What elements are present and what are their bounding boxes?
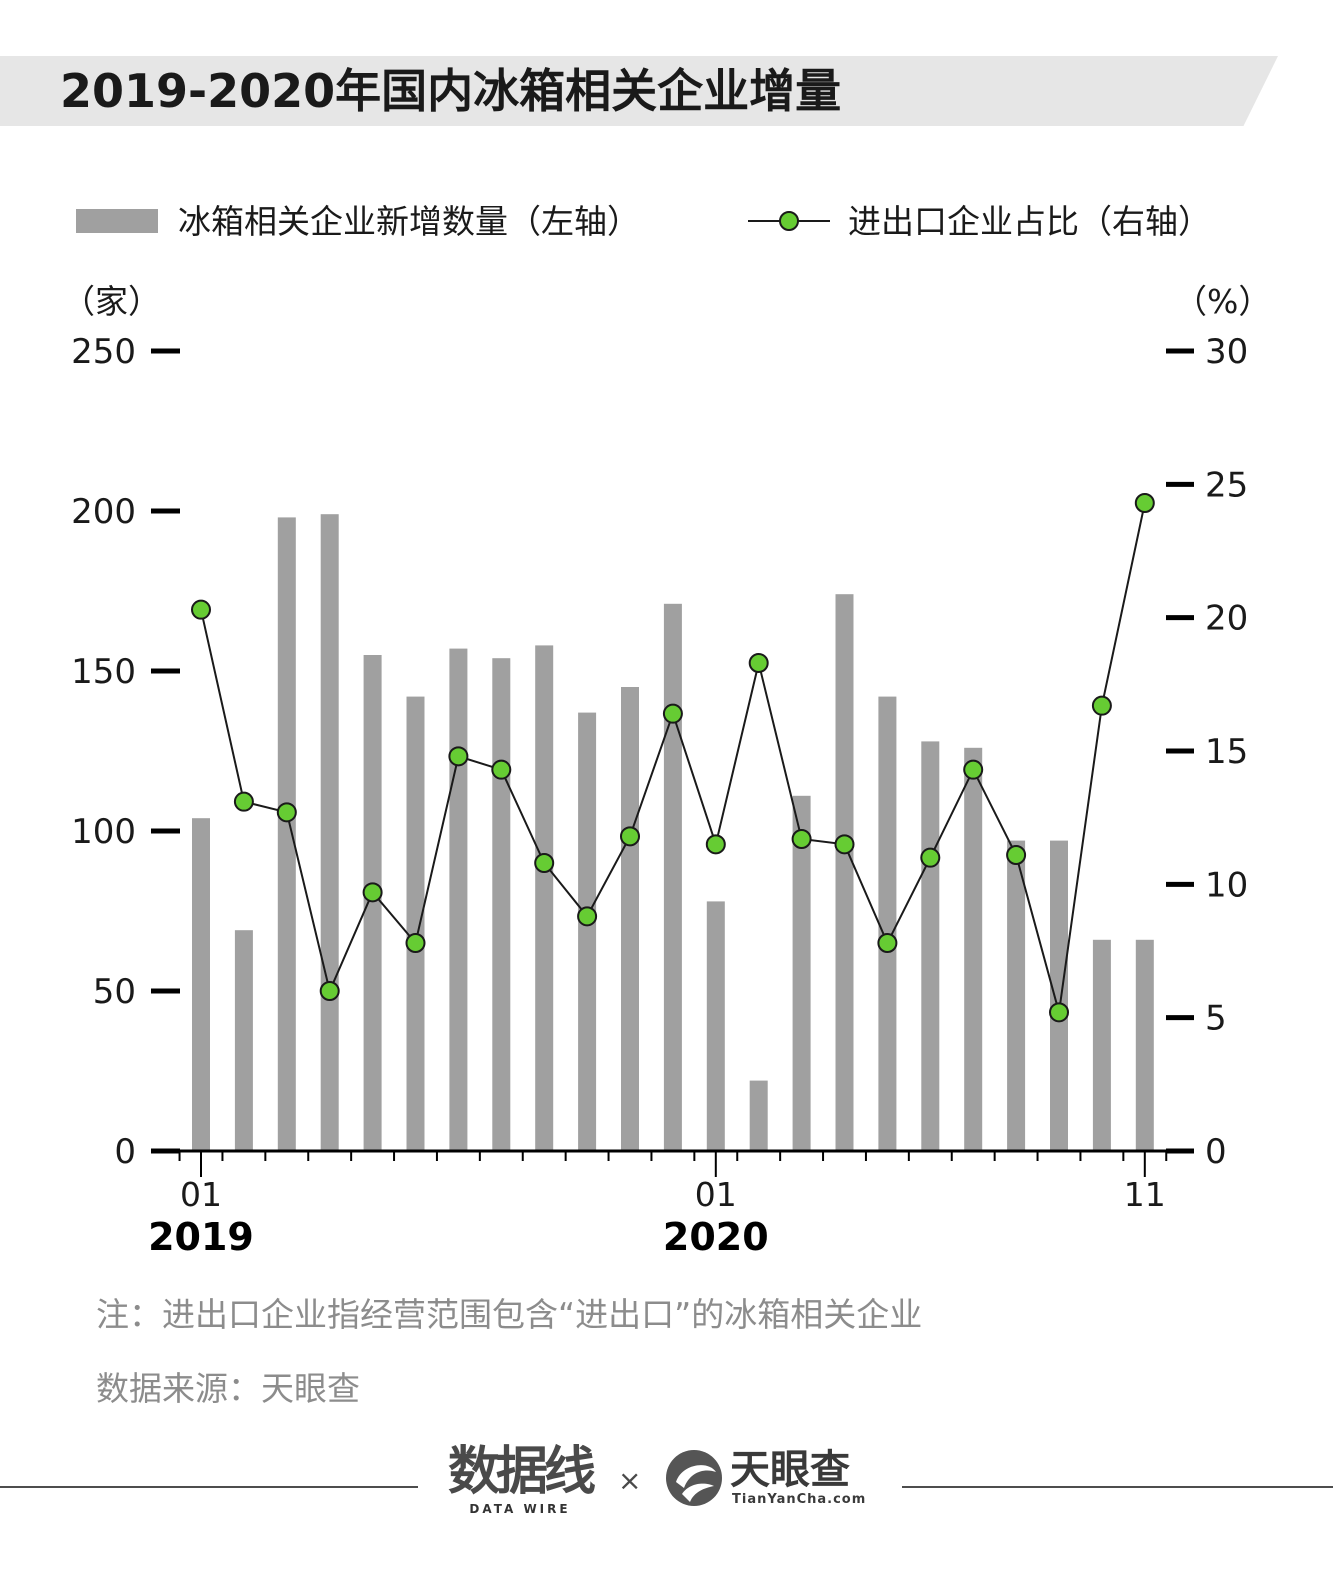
left-tick-label: 0 (114, 1132, 136, 1172)
datawire-logo: 数据线 DATA WIRE (445, 1442, 596, 1532)
bar (492, 658, 511, 1151)
line-point (577, 906, 598, 927)
line-point (191, 599, 211, 620)
chart: 冰箱相关企业新增数量（左轴） 进出口企业占比（右轴） （家） （%） 05010… (62, 202, 1271, 1259)
bar (749, 1080, 768, 1151)
footer-rule-left (0, 1486, 418, 1488)
line-point (491, 759, 512, 780)
right-tick-label: 20 (1205, 599, 1248, 639)
data-source: 数据来源：天眼查 (96, 1369, 360, 1408)
line-point (319, 981, 340, 1001)
line-point (1134, 493, 1155, 513)
tianyancha-name: 天眼查 (730, 1447, 850, 1493)
legend-line-label: 进出口企业占比（右轴） (848, 202, 1211, 241)
line-point (405, 933, 426, 953)
left-axis-unit: （家） (62, 282, 161, 321)
right-tick-label: 25 (1205, 465, 1248, 505)
right-axis: 0 5 10 15 20 25 30 (1166, 332, 1248, 1172)
bar (835, 594, 854, 1151)
line-point (877, 933, 898, 953)
bar (535, 645, 554, 1151)
footer-rule-right (902, 1486, 1333, 1488)
right-tick-label: 5 (1205, 999, 1227, 1039)
line-point (1049, 1002, 1069, 1023)
left-tick-label: 100 (71, 812, 136, 852)
bar (406, 696, 425, 1151)
left-tick-label: 150 (71, 652, 136, 692)
line-point (834, 834, 855, 855)
legend-bar-swatch (76, 209, 158, 233)
bar (363, 655, 382, 1151)
chart-title: 2019-2020年国内冰箱相关企业增量 (60, 64, 842, 118)
x-tick-year: 2019 (148, 1215, 254, 1259)
datawire-logo-sub: DATA WIRE (469, 1502, 571, 1516)
line-point (662, 703, 683, 724)
footnote: 注：进出口企业指经营范围包含“进出口”的冰箱相关企业 (96, 1295, 923, 1334)
line-point (748, 653, 769, 673)
bar (1007, 840, 1026, 1151)
brand-separator: × (618, 1464, 642, 1497)
line-point (448, 746, 469, 767)
bar (320, 514, 339, 1151)
right-axis-unit: （%） (1174, 282, 1271, 321)
line-point (233, 791, 254, 812)
line-point (620, 826, 640, 847)
line-series (191, 493, 1155, 1023)
line-point (963, 759, 984, 780)
right-tick-label: 30 (1205, 332, 1248, 372)
line-point (276, 802, 297, 823)
bar (277, 517, 296, 1151)
bar (792, 795, 811, 1151)
tianyancha-logo: 天眼查 TianYanCha.com (664, 1446, 884, 1516)
line-point (534, 853, 555, 873)
bar (449, 648, 468, 1151)
x-tick-year: 2020 (663, 1215, 769, 1259)
bar (621, 687, 639, 1151)
bar (1092, 939, 1111, 1151)
right-tick-label: 15 (1205, 732, 1248, 772)
line-point (705, 834, 726, 855)
bar (663, 603, 682, 1151)
right-tick-label: 10 (1205, 865, 1248, 905)
left-tick-label: 250 (71, 332, 136, 372)
legend-line-marker (779, 211, 799, 231)
bar (1135, 939, 1154, 1151)
bar (192, 818, 210, 1151)
right-tick-label: 0 (1205, 1132, 1227, 1172)
bar (878, 696, 897, 1151)
line-point (1006, 845, 1027, 865)
left-tick-label: 200 (71, 492, 136, 532)
bar (234, 930, 253, 1151)
x-tick-month: 01 (695, 1175, 737, 1214)
line-point (362, 882, 383, 903)
tianyancha-swirl-icon (666, 1450, 722, 1506)
left-tick-label: 50 (93, 972, 136, 1012)
line-point (791, 829, 812, 849)
line-point (920, 847, 941, 868)
bar (1050, 840, 1068, 1151)
bar (964, 747, 983, 1151)
bar (921, 741, 940, 1151)
x-tick-month: 11 (1124, 1175, 1166, 1214)
bar-series (192, 514, 1154, 1151)
line-point (1091, 695, 1112, 716)
x-tick-month: 01 (180, 1175, 222, 1214)
title-band (0, 56, 1278, 126)
bar (578, 712, 597, 1151)
tianyancha-url: TianYanCha.com (732, 1492, 867, 1507)
left-axis: 0 50 100 150 200 250 (71, 332, 180, 1172)
datawire-logo-mark: 数据线 (447, 1442, 596, 1502)
legend-bar-label: 冰箱相关企业新增数量（左轴） (178, 202, 640, 241)
bar (706, 901, 725, 1151)
